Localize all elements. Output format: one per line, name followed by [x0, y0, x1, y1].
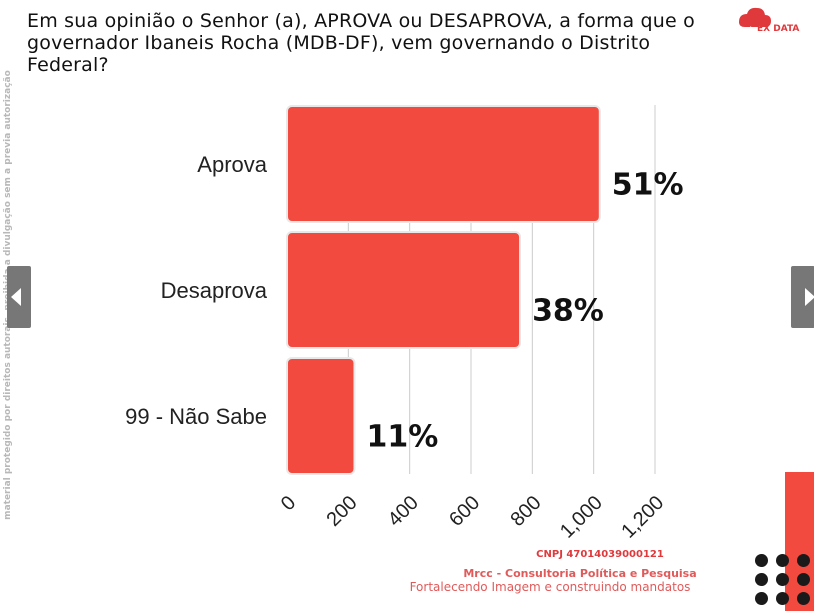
- logo-text: EX DATA: [757, 24, 800, 34]
- x-tick-label: 0: [277, 492, 300, 515]
- x-tick-label: 200: [322, 492, 361, 531]
- x-tick-label: 600: [445, 492, 484, 531]
- footer-cnpj: CNPJ 47014039000121: [536, 549, 664, 560]
- bar: [286, 357, 356, 475]
- chart-title: Em sua opinião o Senhor (a), APROVA ou D…: [27, 10, 695, 76]
- decorative-red-strip: [785, 472, 814, 611]
- x-tick-label: 1,200: [617, 492, 668, 543]
- category-label: 99 - Não Sabe: [125, 404, 267, 429]
- footer-company: Mrcc - Consultoria Política e Pesquisa: [463, 567, 697, 580]
- data-label: 11%: [366, 420, 438, 455]
- next-arrow-button[interactable]: [791, 266, 814, 328]
- logo-icon: [739, 7, 771, 38]
- bar: [286, 105, 601, 223]
- x-tick-label: 800: [506, 492, 545, 531]
- previous-arrow-button[interactable]: [7, 266, 31, 328]
- category-label: Desaprova: [161, 278, 268, 303]
- x-tick-label: 400: [384, 492, 423, 531]
- decorative-dots: [755, 551, 813, 611]
- footer-slogan: Fortalecendo Imagem e construindo mandat…: [409, 580, 691, 594]
- bar: [286, 231, 522, 349]
- data-label: 51%: [612, 168, 684, 203]
- data-label: 38%: [532, 294, 604, 329]
- x-tick-label: 1,000: [556, 492, 607, 543]
- category-label: Aprova: [197, 152, 267, 177]
